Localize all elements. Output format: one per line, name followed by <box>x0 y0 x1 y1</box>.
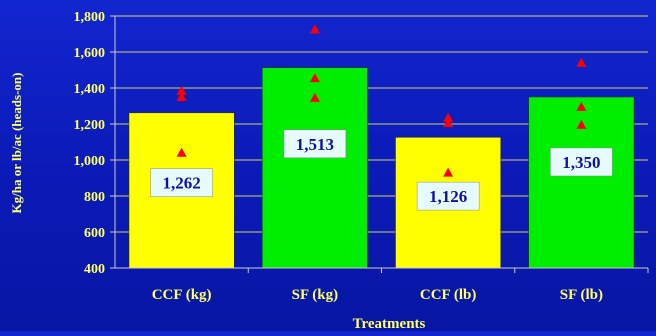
data-point-marker <box>309 92 320 102</box>
y-axis-label: Kg/ha or lb/ac (heads-on) <box>9 73 24 214</box>
data-point-marker <box>309 73 320 83</box>
data-markers <box>176 24 587 177</box>
y-tick-label: 1,000 <box>74 154 106 169</box>
y-tick-label: 400 <box>84 262 105 277</box>
data-point-marker <box>176 147 187 157</box>
data-point-marker <box>176 92 187 101</box>
data-point-marker <box>176 85 187 95</box>
y-tick-label: 600 <box>84 226 105 241</box>
data-point-marker <box>443 167 454 177</box>
x-tick-label: CCF (lb) <box>420 287 477 303</box>
value-label: 1,262 <box>163 174 201 193</box>
x-axis-label: Treatments <box>353 316 426 331</box>
x-tick-label: SF (kg) <box>292 287 339 303</box>
value-label-box <box>416 181 480 211</box>
y-tick-label: 1,800 <box>74 10 106 25</box>
data-point-marker <box>309 24 320 34</box>
value-label: 1,126 <box>429 187 467 206</box>
value-label: 1,350 <box>562 153 600 172</box>
x-tick-label: SF (lb) <box>560 287 603 303</box>
y-tick-label: 1,400 <box>74 82 106 97</box>
data-point-marker <box>576 101 587 111</box>
data-point-marker <box>443 118 454 128</box>
x-tick-label: CCF (kg) <box>152 287 212 303</box>
value-label: 1,513 <box>296 135 334 154</box>
data-point-marker <box>576 57 587 67</box>
value-labels: 1,262 1,513 1,126 1,350 <box>150 129 613 211</box>
y-tick-label: 1,600 <box>74 46 106 61</box>
y-tick-label: 800 <box>84 190 105 205</box>
value-label-box <box>550 147 613 177</box>
data-point-marker <box>443 112 454 122</box>
value-label-box <box>283 129 347 159</box>
value-label-box <box>150 168 213 197</box>
y-tick-label: 1,200 <box>74 118 106 133</box>
axes: 400 600 800 1,000 1,200 1,400 1,600 1,800 CCF (k… <box>74 10 649 303</box>
data-point-marker <box>576 119 587 129</box>
